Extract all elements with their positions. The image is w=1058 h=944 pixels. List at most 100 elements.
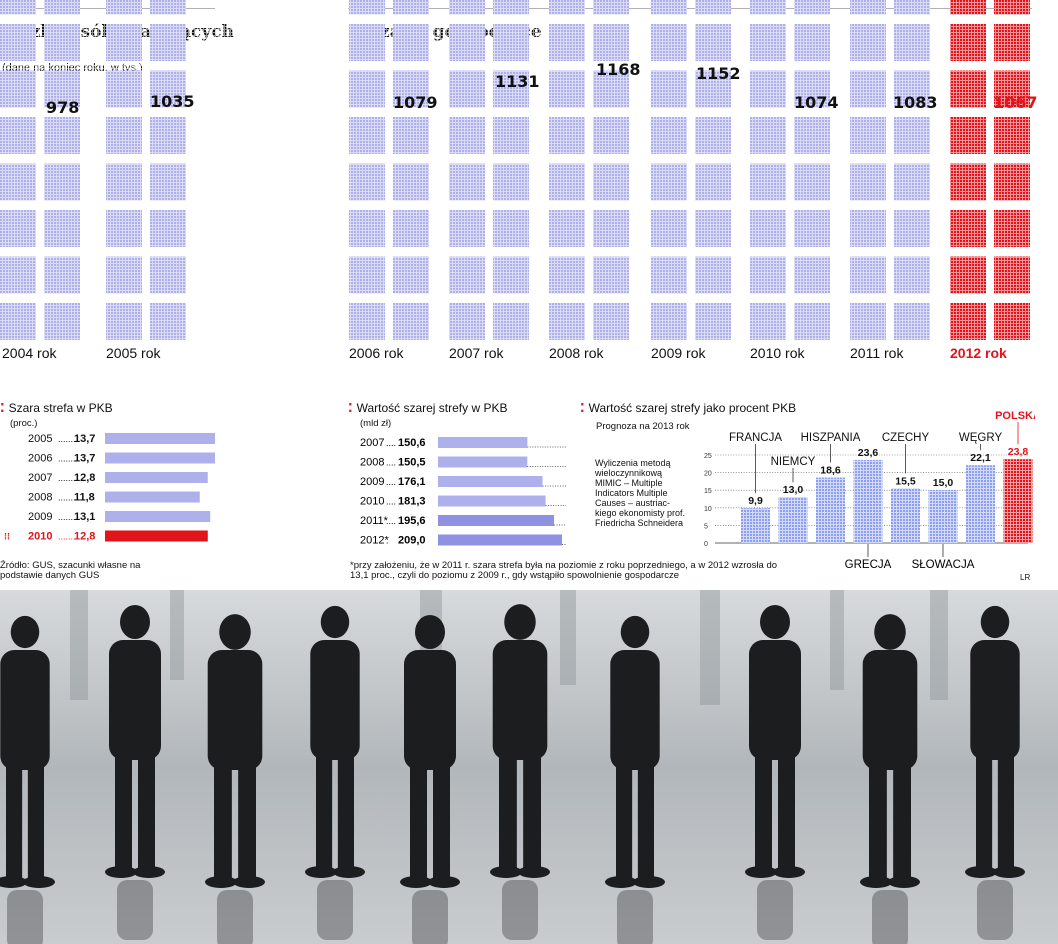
dot-block xyxy=(651,0,687,15)
dot-block xyxy=(349,24,385,61)
pkb-bar xyxy=(105,491,200,503)
dot-block xyxy=(106,303,142,340)
dot-block xyxy=(894,0,930,15)
dot-block xyxy=(850,24,886,61)
dot-block xyxy=(106,210,142,247)
pkb-year-label: 2010 xyxy=(28,531,52,543)
value-label-2004: 978 xyxy=(46,98,80,117)
dot-block xyxy=(695,117,731,154)
value-year-label: 2008 xyxy=(360,457,384,469)
dot-block xyxy=(449,256,485,294)
dot-block xyxy=(449,163,485,201)
dot-block xyxy=(794,210,830,247)
value-year-label: 2009 xyxy=(360,476,384,488)
dot-block xyxy=(0,303,36,340)
country-value-label: 15,0 xyxy=(933,477,954,489)
dot-block xyxy=(950,24,986,61)
dot-block xyxy=(850,210,886,247)
dot-block xyxy=(549,0,585,15)
method-note: Wyliczenia metodą wieloczynnikową MIMIC … xyxy=(595,458,686,528)
source-note: Źródło: GUS, szacunki własne na podstawi… xyxy=(0,560,141,581)
dot-block xyxy=(794,303,830,340)
reflection-shape xyxy=(317,880,353,940)
dot-block xyxy=(393,24,429,61)
dot-block xyxy=(950,163,986,201)
country-bar-grecja xyxy=(853,459,883,543)
dot-block xyxy=(894,210,930,247)
person-silhouette xyxy=(860,614,920,888)
pkb-share-title: ⁚ Szara strefa w PKB xyxy=(0,401,113,415)
y-tick-label: 5 xyxy=(704,523,708,530)
person-silhouette xyxy=(965,605,1025,878)
dot-block xyxy=(449,24,485,61)
dot-block xyxy=(750,117,786,154)
dot-block xyxy=(850,256,886,294)
value-bar xyxy=(438,437,528,448)
year-label-2006: 2006 rok xyxy=(349,345,404,361)
value-year-label: 2007 xyxy=(360,437,384,449)
dot-block xyxy=(449,0,485,15)
value-bar xyxy=(438,534,562,546)
dot-block xyxy=(349,210,385,247)
dot-block xyxy=(695,24,731,61)
dot-block xyxy=(349,70,385,108)
dot-block xyxy=(651,256,687,294)
dot-block xyxy=(393,117,429,154)
pkb-leader-dots: ........ xyxy=(58,532,78,542)
dot-block xyxy=(750,70,786,108)
year-label-2007: 2007 rok xyxy=(449,345,504,361)
dot-block xyxy=(651,303,687,340)
pkb-value-label: 13,7 xyxy=(74,433,95,445)
dot-block xyxy=(950,117,986,154)
country-bar-polska xyxy=(1003,459,1033,543)
pkb-year-label: 2009 xyxy=(28,511,52,523)
dot-column-2005 xyxy=(106,0,186,340)
value-label-2010: 1074 xyxy=(794,93,839,112)
dot-block xyxy=(44,303,80,340)
dot-block xyxy=(651,70,687,108)
y-tick-label: 10 xyxy=(704,506,712,513)
dot-block xyxy=(0,210,36,247)
country-name-label: FRANCJA xyxy=(729,432,782,444)
value-year-label: 2011* xyxy=(360,515,389,527)
country-value-label: 9,9 xyxy=(748,495,763,507)
dot-block xyxy=(493,303,529,340)
value-bar xyxy=(438,476,543,487)
bullet-icon: ⁚ xyxy=(580,401,585,415)
value-title-text: Wartość szarej strefy w PKB xyxy=(356,401,508,415)
dot-block xyxy=(493,117,529,154)
dot-block xyxy=(349,163,385,201)
reflection-shape xyxy=(617,890,653,944)
reflection-shape xyxy=(977,880,1013,940)
dot-block xyxy=(549,303,585,340)
dot-block xyxy=(695,210,731,247)
dot-block xyxy=(549,70,585,108)
pkb-year-label: 2005 xyxy=(28,433,52,445)
reflection-shape xyxy=(872,890,908,944)
dot-block xyxy=(0,163,36,201)
country-value-label: 23,8 xyxy=(1008,446,1029,458)
dot-block xyxy=(794,117,830,154)
dot-block xyxy=(593,256,629,294)
credit: LR xyxy=(1020,573,1031,582)
dot-block xyxy=(593,24,629,61)
reflection-shape xyxy=(412,890,448,944)
dot-block xyxy=(106,256,142,294)
value-value-label: 195,6 xyxy=(398,515,426,527)
percent-title: ⁚ Wartość szarej strefy jako procent PKB xyxy=(580,401,796,415)
country-value-label: 15,5 xyxy=(895,475,916,487)
dot-block xyxy=(549,24,585,61)
dot-block xyxy=(950,210,986,247)
value-label-2012: 1067 xyxy=(993,93,1038,112)
value-label-2011: 1083 xyxy=(893,93,938,112)
country-bar-francja xyxy=(741,508,770,543)
dot-block xyxy=(449,210,485,247)
pkb-value-label: 13,7 xyxy=(74,453,95,465)
dot-column-2006 xyxy=(349,0,429,340)
percent-subtitle: Prognoza na 2013 rok xyxy=(596,421,690,432)
y-tick-label: 20 xyxy=(704,471,712,478)
pkb-value-label: 12,8 xyxy=(74,472,95,484)
reflection-shape xyxy=(502,880,538,940)
dot-block xyxy=(894,256,930,294)
